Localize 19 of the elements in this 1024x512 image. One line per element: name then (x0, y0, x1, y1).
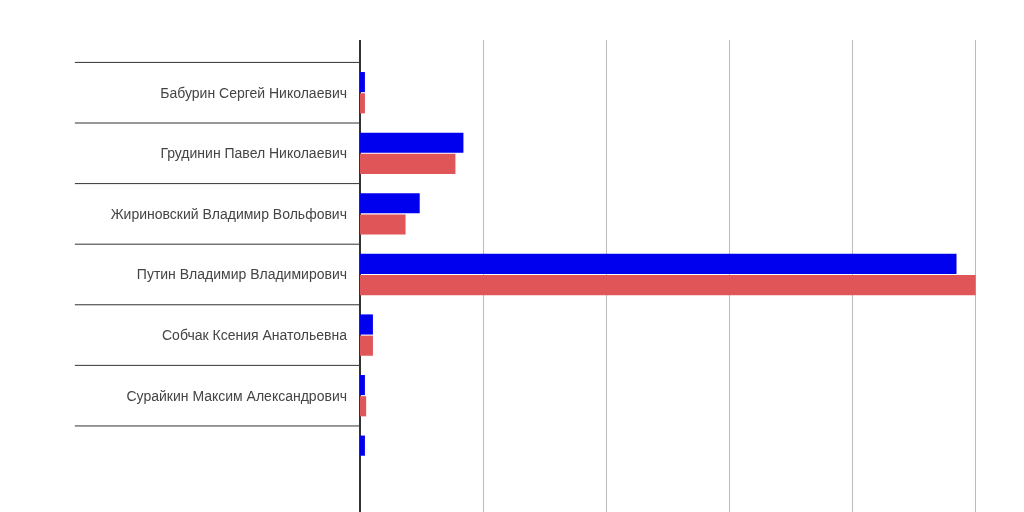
y-tick-label: Бабурин Сергей Николаевич (160, 84, 347, 101)
bar (360, 132, 464, 153)
bar (360, 374, 365, 396)
bar (360, 93, 365, 114)
bar (360, 253, 957, 274)
bar (360, 396, 367, 417)
bar (360, 72, 365, 93)
bar (360, 193, 420, 214)
y-tick-label: Собчак Ксения Анатольевна (162, 326, 348, 343)
y-tick-label: Жириновский Владимир Вольфович (110, 205, 347, 222)
bar (360, 275, 976, 296)
y-tick-label: Грудинин Павел Николаевич (160, 145, 347, 162)
bar (360, 335, 373, 356)
bar (360, 214, 406, 235)
y-tick-label: Путин Владимир Владимирович (136, 266, 347, 283)
bar (360, 153, 456, 174)
y-tick-label: Сурайкин Максим Александрович (126, 387, 347, 404)
bar (360, 314, 373, 335)
bar (360, 435, 365, 456)
